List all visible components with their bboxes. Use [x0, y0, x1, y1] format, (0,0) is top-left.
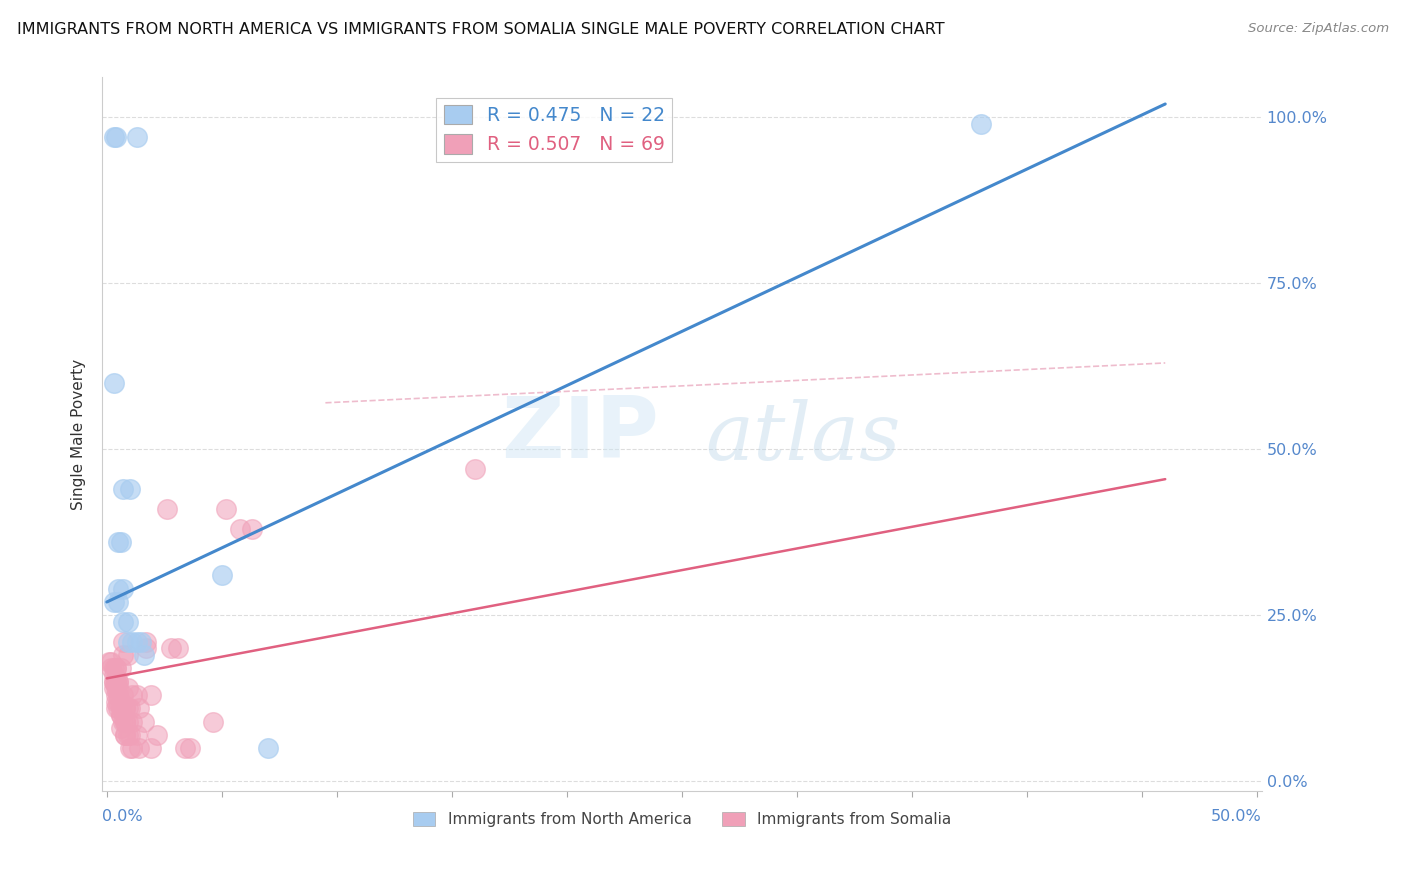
Point — [464, 462, 486, 476]
Point — [114, 714, 136, 729]
Point — [114, 701, 136, 715]
Point — [139, 741, 162, 756]
Point — [105, 674, 128, 689]
Point — [107, 582, 129, 596]
Point — [117, 635, 139, 649]
Point — [118, 728, 141, 742]
Point — [103, 130, 125, 145]
Point — [105, 661, 128, 675]
Point — [118, 741, 141, 756]
Point — [139, 688, 162, 702]
Point — [110, 701, 132, 715]
Point — [128, 701, 150, 715]
Point — [100, 655, 122, 669]
Point — [111, 714, 134, 729]
Text: 0.0%: 0.0% — [103, 809, 143, 824]
Legend: R = 0.475   N = 22, R = 0.507   N = 69: R = 0.475 N = 22, R = 0.507 N = 69 — [436, 97, 672, 161]
Point — [103, 681, 125, 696]
Point — [111, 482, 134, 496]
Point — [156, 502, 179, 516]
Point — [201, 714, 224, 729]
Point — [110, 535, 132, 549]
Point — [117, 728, 139, 742]
Point — [121, 635, 143, 649]
Point — [107, 681, 129, 696]
Text: IMMIGRANTS FROM NORTH AMERICA VS IMMIGRANTS FROM SOMALIA SINGLE MALE POVERTY COR: IMMIGRANTS FROM NORTH AMERICA VS IMMIGRA… — [17, 22, 945, 37]
Text: 50.0%: 50.0% — [1211, 809, 1261, 824]
Point — [103, 668, 125, 682]
Point — [103, 376, 125, 390]
Y-axis label: Single Male Poverty: Single Male Poverty — [72, 359, 86, 510]
Point — [121, 741, 143, 756]
Point — [103, 661, 125, 675]
Point — [117, 648, 139, 662]
Point — [110, 707, 132, 722]
Point — [103, 595, 125, 609]
Point — [229, 522, 252, 536]
Point — [107, 701, 129, 715]
Point — [105, 130, 128, 145]
Point — [111, 648, 134, 662]
Point — [132, 714, 155, 729]
Point — [111, 582, 134, 596]
Point — [121, 688, 143, 702]
Point — [118, 701, 141, 715]
Point — [105, 661, 128, 675]
Point — [257, 741, 280, 756]
Point — [107, 695, 129, 709]
Point — [179, 741, 201, 756]
Point — [111, 635, 134, 649]
Text: ZIP: ZIP — [501, 392, 659, 475]
Point — [100, 661, 122, 675]
Point — [110, 721, 132, 735]
Point — [132, 648, 155, 662]
Point — [167, 641, 190, 656]
Point — [215, 502, 238, 516]
Point — [117, 615, 139, 629]
Point — [125, 728, 148, 742]
Point — [111, 688, 134, 702]
Point — [211, 568, 233, 582]
Point — [105, 701, 128, 715]
Point — [105, 674, 128, 689]
Point — [970, 117, 993, 131]
Point — [117, 714, 139, 729]
Point — [117, 701, 139, 715]
Point — [110, 707, 132, 722]
Point — [114, 728, 136, 742]
Text: atlas: atlas — [706, 399, 901, 476]
Point — [114, 728, 136, 742]
Point — [174, 741, 197, 756]
Point — [118, 482, 141, 496]
Point — [117, 681, 139, 696]
Point — [125, 130, 148, 145]
Point — [107, 674, 129, 689]
Point — [103, 674, 125, 689]
Point — [114, 701, 136, 715]
Point — [107, 688, 129, 702]
Point — [125, 635, 148, 649]
Point — [98, 655, 121, 669]
Point — [146, 728, 169, 742]
Point — [240, 522, 263, 536]
Point — [105, 695, 128, 709]
Point — [160, 641, 183, 656]
Point — [131, 635, 153, 649]
Point — [114, 714, 136, 729]
Point — [121, 714, 143, 729]
Point — [105, 681, 128, 696]
Point — [128, 741, 150, 756]
Point — [135, 641, 157, 656]
Point — [107, 595, 129, 609]
Point — [135, 635, 157, 649]
Point — [107, 535, 129, 549]
Point — [103, 674, 125, 689]
Point — [107, 674, 129, 689]
Point — [111, 615, 134, 629]
Text: Source: ZipAtlas.com: Source: ZipAtlas.com — [1249, 22, 1389, 36]
Point — [125, 688, 148, 702]
Point — [110, 695, 132, 709]
Point — [110, 661, 132, 675]
Point — [105, 688, 128, 702]
